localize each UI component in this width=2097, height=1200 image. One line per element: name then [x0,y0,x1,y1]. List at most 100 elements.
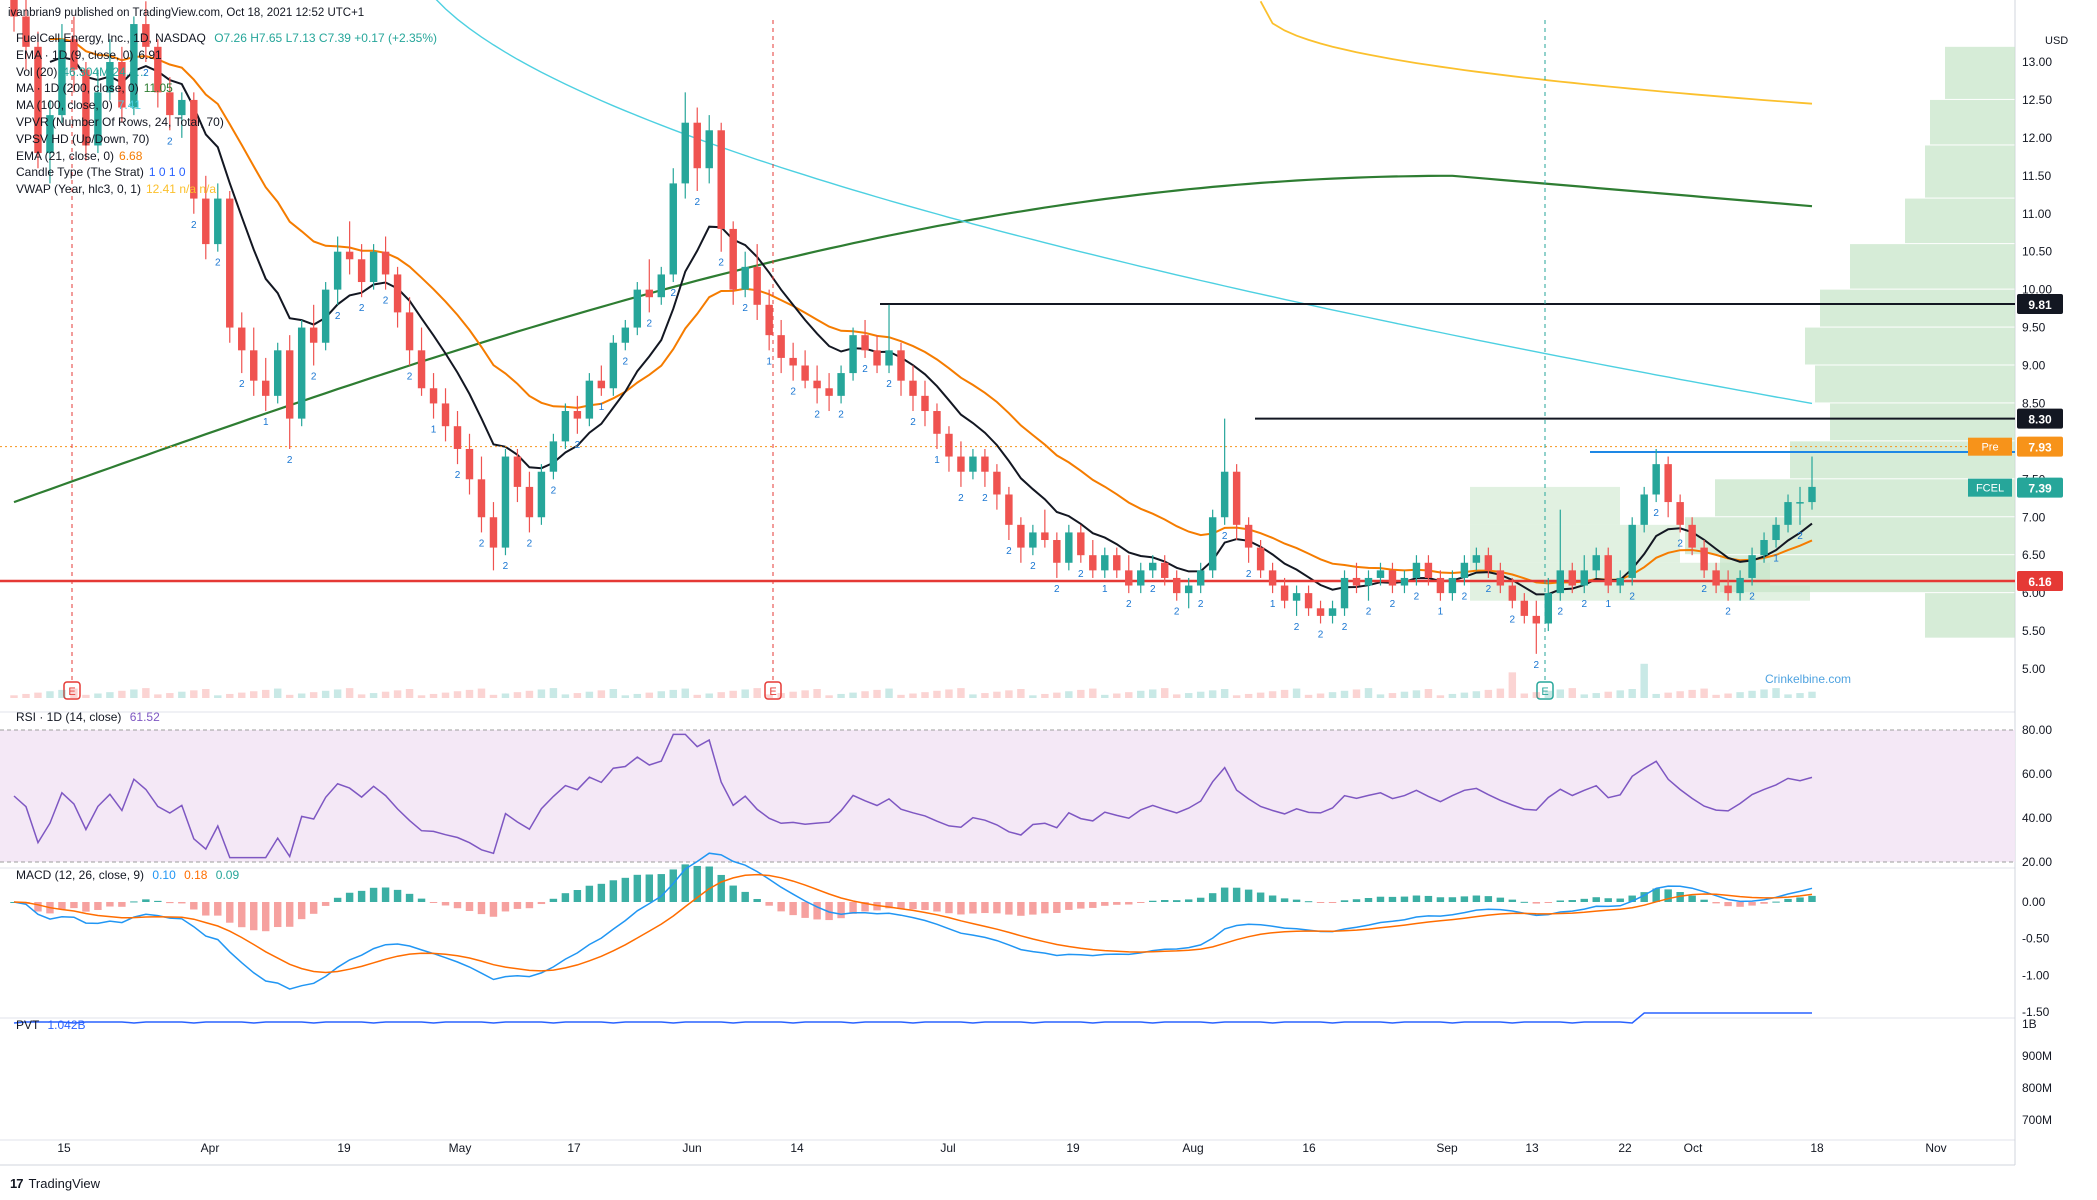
macd-pane [10,852,1816,990]
candle-body [297,327,306,419]
candle-body [753,266,761,305]
candle-body [1137,570,1145,586]
macd-histogram-bar [993,902,1001,914]
footer[interactable]: 17 TradingView [10,1176,100,1191]
candle-body [357,259,366,283]
macd-histogram-bar [1089,902,1097,908]
price-badge-bg [2017,294,2063,315]
candle-body [1604,555,1612,586]
ema21-line [50,38,1813,585]
volume-bar [501,693,510,698]
legend-indicator-row[interactable]: Candle Type (The Strat) 1 0 1 0 [16,164,437,181]
candle-body [1640,494,1648,525]
volume-bar [741,689,749,698]
candle-body [1592,555,1600,571]
earnings-marker-label: E [1541,686,1548,698]
legend-indicator-row[interactable]: VWAP (Year, hlc3, 0, 1) 12.41 n/a n/a [16,181,437,198]
price-tick-label: 10.00 [2022,283,2052,297]
volume-bar [453,691,462,698]
macd-histogram-bar [1065,902,1073,910]
strat-label: 2 [982,493,988,504]
strat-label: 2 [503,561,509,572]
currency-label[interactable]: USD [2045,35,2069,47]
price-badge-value: 7.93 [2028,441,2052,455]
volume-bar [1400,691,1409,698]
macd-histogram-bar [561,893,570,902]
macd-histogram-bar [429,902,438,903]
pvt-label[interactable]: PVT 1.042B [16,1018,86,1032]
time-tick-label: Aug [1182,1141,1203,1155]
macd-histogram-bar [1232,887,1241,902]
volume-bar [1316,693,1325,698]
macd-tick-label: -0.50 [2022,932,2050,946]
macd-histogram-bar [321,902,330,906]
macd-label[interactable]: MACD (12, 26, close, 9) 0.10 0.18 0.09 [16,868,239,882]
volume-bar [669,689,677,698]
macd-value: 0.10 [152,868,176,882]
volume-bar [1748,690,1756,698]
volume-bar [1161,688,1169,698]
macd-histogram-bar [1628,895,1636,902]
legend-symbol-row[interactable]: FuelCell Energy, Inc., 1D, NASDAQ O7.26 … [16,30,437,47]
candle-body [1676,502,1684,525]
volume-bar [1208,690,1217,698]
candle-body [250,350,258,381]
strat-label: 2 [838,409,844,420]
volume-bar [238,692,246,698]
legend-indicator-row[interactable]: VPVR (Number Of Rows, 24, Total, 70) [16,114,437,131]
candle-body [10,0,18,17]
volume-bar [645,692,654,698]
candle-body [1508,585,1517,601]
macd-histogram-bar [1017,902,1025,916]
candle-body [285,350,294,419]
macd-histogram-bar [669,869,677,902]
macd-histogram-bar [501,902,510,912]
rsi-label[interactable]: RSI · 1D (14, close) 61.52 [16,710,160,724]
strat-label: 2 [1342,622,1348,633]
volume-bar [1388,693,1397,698]
volume-bar [789,691,797,698]
candle-body [765,304,773,336]
indicator-value: 11.05 [143,81,173,96]
main-legend: FuelCell Energy, Inc., 1D, NASDAQ O7.26 … [16,30,437,198]
volume-bar [1424,689,1433,698]
legend-indicator-row[interactable]: Vol (20) 46.304M 24.4… [16,64,437,81]
strat-label: 2 [1749,592,1755,603]
macd-histogram-bar [250,902,258,931]
candle-body [1784,502,1792,525]
candle-body [1388,570,1397,586]
macd-histogram-bar [166,902,174,904]
volume-bar [657,691,665,698]
candle-body [1328,608,1337,616]
macd-histogram-bar [238,902,246,928]
macd-histogram-bar [178,902,186,904]
strat-label: 2 [1390,599,1396,610]
macd-histogram-bar [441,902,450,906]
price-badge-value: 8.30 [2028,413,2052,427]
volume-bar [561,694,570,698]
strat-label: 2 [311,372,317,383]
macd-histogram-bar [933,902,941,912]
candle-body [1280,585,1289,601]
volume-bar [273,688,282,698]
legend-indicator-row[interactable]: EMA (21, close, 0) 6.68 [16,148,437,165]
candle-body [166,92,174,116]
volume-profile-row [1830,403,2015,441]
candle-body [945,433,953,457]
macd-histogram-bar [226,902,234,923]
legend-indicator-row[interactable]: EMA · 1D (9, close, 0) 6.91 [16,47,437,64]
price-tick-label: 11.00 [2022,207,2051,221]
macd-histogram-bar [861,902,869,912]
macd-histogram-bar [1400,896,1409,902]
legend-indicator-row[interactable]: MA · 1D (200, close, 0) 11.05 [16,80,437,97]
volume-bar [861,691,869,698]
legend-indicator-row[interactable]: VPSV HD (Up/Down, 70) [16,131,437,148]
volume-bar [801,690,809,698]
strat-label: 2 [1462,592,1468,603]
time-tick-label: 14 [790,1141,804,1155]
legend-indicator-row[interactable]: MA (100, close, 0) 7.41 [16,97,437,114]
volume-profile-row [1850,244,2015,289]
volume-bar [10,695,18,698]
